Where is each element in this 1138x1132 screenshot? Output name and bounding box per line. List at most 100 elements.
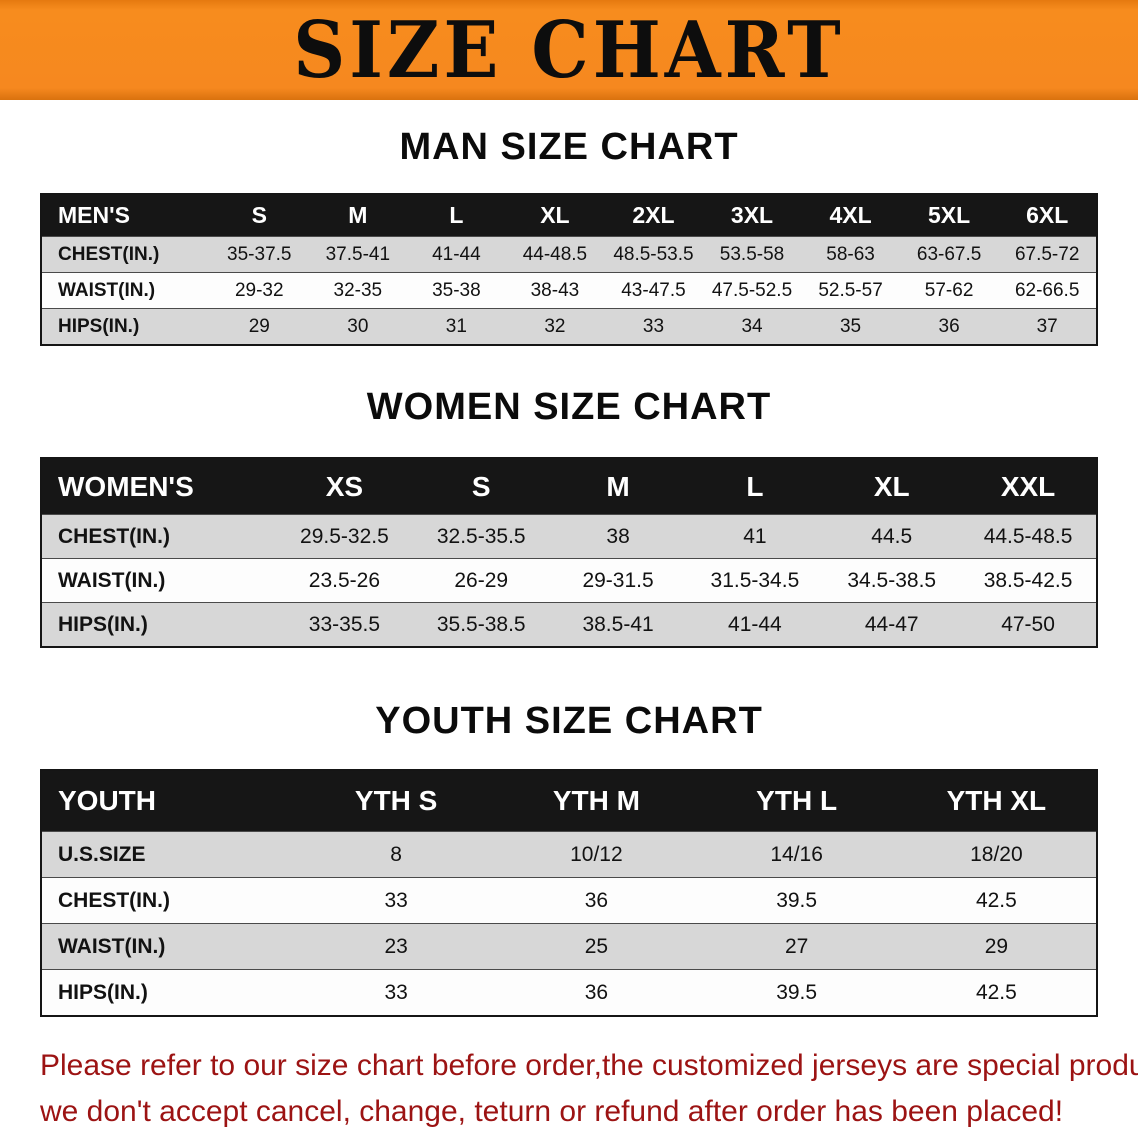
size-value: 37 [1036, 315, 1058, 337]
size-value: 32 [544, 315, 566, 337]
size-value: 32-35 [333, 279, 383, 301]
size-value: 38-43 [530, 279, 580, 301]
size-value: 41-44 [432, 243, 481, 265]
size-column-header: XXL [960, 458, 1097, 515]
table-row: HIPS(IN.) 29 30 31 32 33 34 35 36 37 [41, 308, 1097, 345]
size-value: 53.5-58 [719, 243, 785, 265]
size-value: 31.5-34.5 [710, 568, 800, 592]
row-label: HIPS(IN.) [58, 315, 140, 337]
row-label: WAIST(IN.) [58, 568, 166, 592]
size-value: 41-44 [728, 612, 782, 636]
table-row: U.S.SIZE 8 10/12 14/16 18/20 [41, 831, 1097, 878]
youth-section-title: YOUTH SIZE CHART [375, 700, 763, 742]
size-value: 47-50 [1001, 612, 1055, 636]
size-column-header: L [407, 194, 506, 237]
size-value: 35-37.5 [227, 243, 292, 265]
size-value: 31 [445, 315, 467, 337]
women-section-title: WOMEN SIZE CHART [366, 386, 772, 428]
size-value: 47.5-52.5 [711, 279, 793, 301]
table-corner-label: YOUTH [41, 770, 296, 832]
size-value: 42.5 [975, 888, 1017, 912]
size-value: 58-63 [826, 243, 875, 265]
youth-size-chart-section: YOUTH SIZE CHART YOUTH YTH S YTH M YTH L YTH… [0, 700, 1138, 1017]
size-value: 35-38 [432, 279, 481, 301]
table-header-row: WOMEN'S XS S M L XL XXL [41, 458, 1097, 515]
size-column-header: 2XL [604, 194, 703, 237]
table-row: CHEST(IN.) 29.5-32.5 32.5-35.5 38 41 44.5 44.5… [41, 514, 1097, 559]
size-value: 38 [606, 524, 630, 548]
size-value: 36 [938, 315, 960, 337]
table-header-row: YOUTH YTH S YTH M YTH L YTH XL [41, 770, 1097, 832]
youth-size-table: YOUTH YTH S YTH M YTH L YTH XL U.S.SIZE 8 10/12… [40, 769, 1098, 1017]
size-value: 36 [584, 980, 609, 1004]
size-value: 52.5-57 [818, 279, 883, 301]
size-value: 33 [384, 888, 408, 912]
size-value: 33 [642, 315, 665, 337]
row-label: WAIST(IN.) [58, 934, 166, 958]
size-value: 23.5-26 [308, 568, 381, 592]
women-size-table: WOMEN'S XS S M L XL XXL CHEST(IN.) 29.5-32.5 32.5… [40, 457, 1098, 648]
size-value: 10/12 [570, 842, 623, 866]
size-value: 44.5-48.5 [983, 524, 1073, 548]
size-value: 26-29 [454, 568, 509, 592]
size-value: 48.5-53.5 [613, 243, 694, 265]
size-column-header: YTH S [296, 770, 497, 832]
row-label: HIPS(IN.) [58, 612, 148, 636]
size-value: 25 [584, 934, 609, 958]
size-column-header: L [686, 458, 824, 515]
size-column-header: 4XL [801, 194, 900, 237]
size-value: 43-47.5 [621, 279, 686, 301]
order-policy-line-1: Please refer to our size chart before or… [40, 1049, 1138, 1082]
size-value: 29.5-32.5 [300, 524, 389, 548]
size-value: 29 [984, 934, 1009, 958]
size-column-header: M [549, 458, 687, 515]
men-size-chart-section: MAN SIZE CHART MEN'S S M L XL 2XL 3XL 4XL 5XL 6XL… [0, 126, 1138, 346]
size-value: 44-47 [864, 612, 919, 636]
size-value: 29 [248, 315, 270, 337]
size-value: 18/20 [970, 842, 1023, 866]
table-row: WAIST(IN.) 29-32 32-35 35-38 38-43 43-47.5 47.… [41, 272, 1097, 309]
table-row: HIPS(IN.) 33-35.5 35.5-38.5 38.5-41 41-44 44-… [41, 602, 1097, 647]
table-row: CHEST(IN.) 33 36 39.5 42.5 [41, 877, 1097, 924]
size-value: 30 [347, 315, 369, 337]
size-value: 44.5 [871, 524, 913, 548]
size-column-header: XL [823, 458, 961, 515]
men-section-title: MAN SIZE CHART [399, 126, 739, 168]
size-value: 36 [584, 888, 609, 912]
size-value: 44-48.5 [522, 243, 588, 265]
table-row: WAIST(IN.) 23.5-26 26-29 29-31.5 31.5-34.5 34… [41, 558, 1097, 603]
row-label: HIPS(IN.) [58, 980, 148, 1004]
size-column-header: XS [276, 458, 413, 515]
size-value: 23 [384, 934, 408, 958]
size-value: 63-67.5 [916, 243, 982, 265]
size-value: 38.5-42.5 [983, 568, 1073, 592]
size-column-header: YTH L [696, 770, 897, 832]
size-value: 14/16 [770, 842, 823, 866]
order-policy-note: Please refer to our size chart before or… [40, 1043, 1138, 1132]
row-label: WAIST(IN.) [58, 279, 156, 301]
table-header-row: MEN'S S M L XL 2XL 3XL 4XL 5XL 6XL [41, 194, 1097, 237]
table-row: WAIST(IN.) 23 25 27 29 [41, 923, 1097, 970]
size-value: 67.5-72 [1014, 243, 1080, 265]
row-label: CHEST(IN.) [58, 524, 170, 548]
size-value: 42.5 [975, 980, 1017, 1004]
size-value: 27 [784, 934, 809, 958]
size-value: 62-66.5 [1014, 279, 1080, 301]
size-value: 39.5 [776, 980, 818, 1004]
table-corner-label: WOMEN'S [41, 458, 276, 515]
size-column-header: S [412, 458, 550, 515]
size-column-header: XL [505, 194, 605, 237]
size-value: 29-32 [234, 279, 284, 301]
row-label: U.S.SIZE [58, 842, 146, 866]
row-label: CHEST(IN.) [58, 243, 160, 265]
size-value: 57-62 [924, 279, 974, 301]
table-corner-label: MEN'S [41, 194, 210, 237]
size-value: 8 [390, 842, 402, 866]
size-column-header: 5XL [899, 194, 999, 237]
size-value: 32.5-35.5 [436, 524, 526, 548]
size-value: 39.5 [776, 888, 818, 912]
row-label: CHEST(IN.) [58, 888, 170, 912]
size-column-header: YTH M [496, 770, 697, 832]
size-column-header: S [210, 194, 309, 237]
